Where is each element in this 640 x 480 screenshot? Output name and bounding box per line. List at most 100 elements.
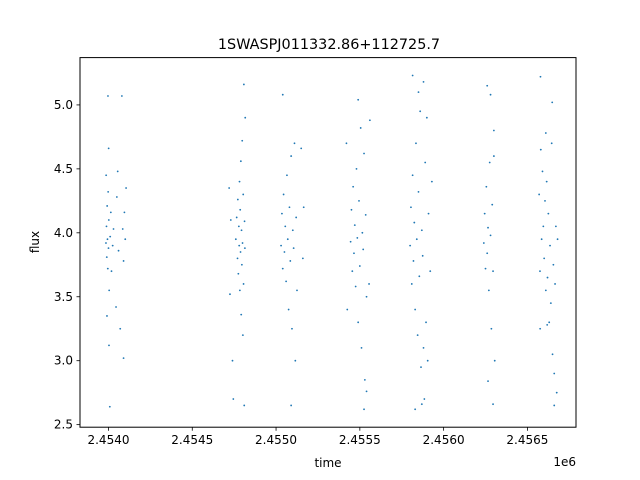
data-point (357, 98, 360, 101)
data-point (350, 208, 353, 211)
data-point (105, 174, 108, 177)
data-point (354, 285, 357, 288)
data-point (290, 155, 293, 157)
data-point (345, 142, 348, 145)
data-point (242, 83, 245, 86)
data-point (109, 235, 112, 238)
data-point (286, 174, 288, 177)
data-point (368, 119, 371, 122)
data-point (368, 283, 370, 285)
data-point (353, 224, 356, 227)
data-point (105, 225, 108, 228)
x-tick-label: 2.4555 (339, 433, 381, 447)
data-point (237, 272, 240, 275)
data-point (356, 237, 359, 239)
data-point (240, 229, 243, 232)
y-tick-label: 4.5 (54, 162, 73, 176)
data-point (106, 315, 108, 317)
data-point (241, 242, 244, 244)
data-point (486, 252, 489, 255)
data-point (355, 167, 358, 170)
data-point (412, 260, 415, 262)
data-point (116, 170, 119, 173)
data-point (543, 257, 546, 260)
data-point (551, 353, 554, 356)
data-point (243, 247, 246, 250)
data-point (362, 248, 365, 251)
data-point (415, 238, 418, 241)
data-point (539, 148, 542, 151)
data-point (361, 231, 364, 234)
x-axis: 2.4540 2.4545 2.4550 2.4555 2.4560 2.4565 (87, 427, 548, 447)
data-point (238, 180, 241, 183)
data-point (115, 306, 117, 308)
data-point (281, 267, 284, 270)
data-point (115, 196, 118, 198)
chart-title: 1SWASPJ011332.86+112725.7 (218, 37, 440, 53)
data-point (552, 263, 555, 266)
data-point (240, 313, 243, 316)
data-point (426, 359, 429, 362)
data-point (420, 366, 422, 368)
data-point (489, 93, 492, 96)
x-axis-label: time (314, 456, 341, 470)
data-point (106, 267, 109, 270)
data-point (241, 334, 244, 337)
data-point (244, 116, 247, 119)
data-point (301, 257, 304, 260)
data-point (243, 220, 246, 223)
data-point (232, 398, 235, 400)
data-point (358, 199, 360, 202)
data-point (492, 270, 494, 273)
data-point (489, 234, 492, 237)
plot-frame (79, 57, 577, 428)
x-tick-label: 2.4560 (423, 433, 465, 447)
data-point (351, 270, 354, 273)
data-point (239, 160, 242, 163)
data-point (430, 180, 433, 183)
data-point (491, 203, 494, 206)
data-point (490, 327, 493, 330)
data-point (422, 347, 425, 349)
y-tick-label: 3.5 (54, 290, 73, 304)
data-point (105, 242, 107, 244)
data-point (239, 208, 242, 211)
data-point (363, 408, 365, 411)
data-point (553, 404, 556, 407)
data-point (365, 390, 368, 393)
data-point (291, 229, 294, 232)
data-point (282, 193, 285, 196)
data-point (287, 308, 290, 311)
data-point (416, 334, 419, 337)
data-point (285, 280, 288, 283)
data-point (482, 242, 485, 244)
data-point (542, 225, 545, 228)
data-point (293, 142, 296, 145)
data-point (410, 206, 412, 209)
points-layer (105, 74, 559, 411)
data-point (296, 289, 298, 292)
data-point (300, 147, 303, 150)
data-point (241, 139, 244, 142)
data-point (237, 225, 240, 228)
data-point (117, 249, 120, 252)
data-point (492, 155, 495, 157)
data-point (487, 226, 489, 229)
data-point (493, 359, 496, 362)
data-point (422, 81, 425, 83)
data-point (539, 75, 542, 78)
data-point (108, 405, 111, 408)
data-point (352, 185, 355, 188)
data-point (488, 161, 491, 164)
data-point (554, 283, 556, 285)
data-point (288, 206, 291, 209)
data-point (295, 216, 298, 219)
data-point (492, 403, 494, 406)
data-point (492, 129, 495, 132)
data-point (547, 212, 550, 215)
data-point (235, 216, 238, 219)
data-point (417, 91, 420, 94)
y-tick-label: 2.5 (54, 418, 73, 432)
data-point (546, 276, 549, 279)
